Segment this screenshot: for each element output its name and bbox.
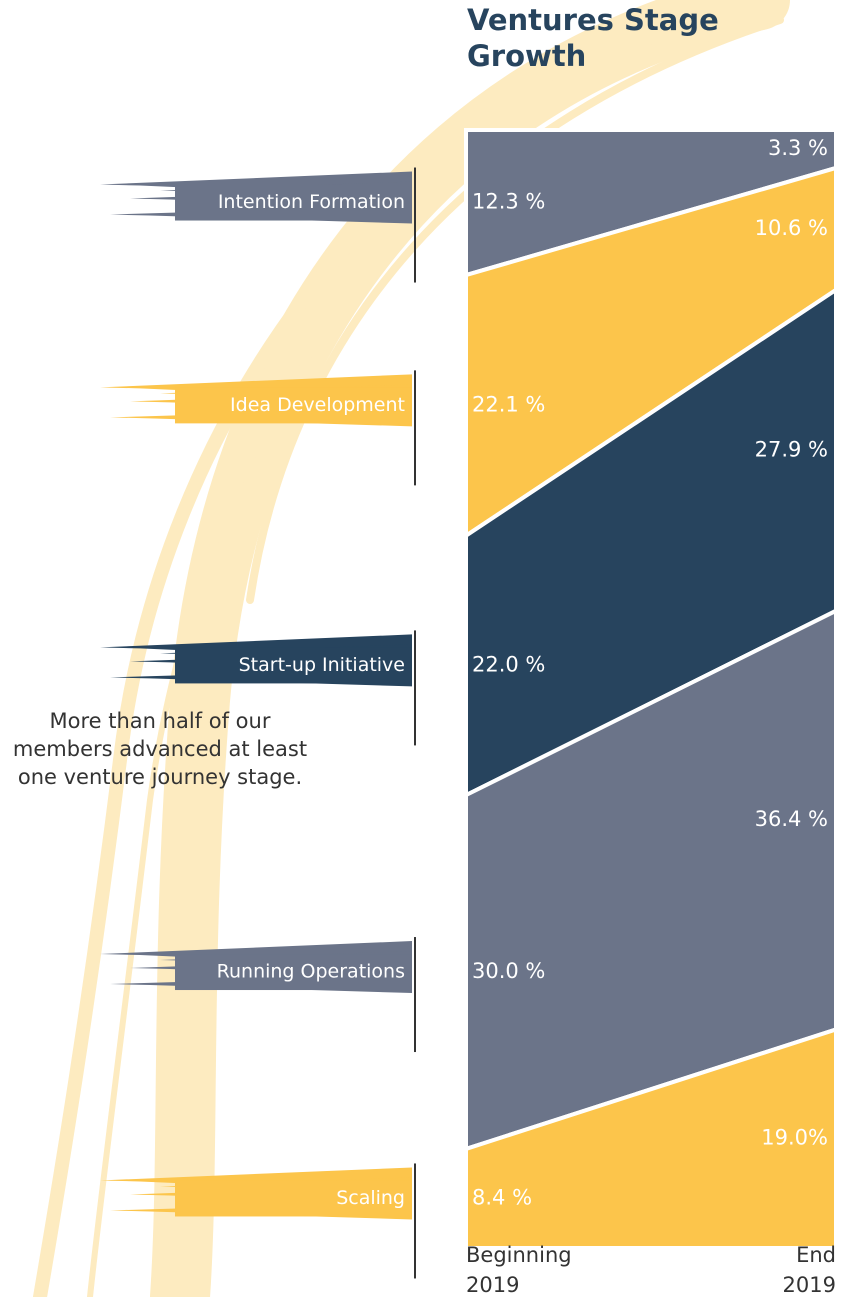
- brush-body: [175, 387, 412, 424]
- area-band: [464, 1026, 838, 1250]
- value-label: 12.3 %: [472, 190, 545, 214]
- annotation: More than half of our members advanced a…: [12, 709, 308, 789]
- arc: [33, 0, 707, 1297]
- value-label: 30.0 %: [472, 959, 545, 983]
- value-label: 19.0%: [761, 1126, 828, 1150]
- value-label: 22.1 %: [472, 392, 545, 416]
- arc: [246, 16, 784, 604]
- x-label: Beginning 2019: [466, 1243, 572, 1297]
- legend-label: Start-up Initiative: [239, 654, 405, 676]
- brush-body: [175, 647, 412, 684]
- value-label: 8.4 %: [472, 1185, 532, 1209]
- value-label: 22.0 %: [472, 652, 545, 676]
- x-label: End 2019: [782, 1243, 836, 1297]
- value-label: 36.4 %: [755, 807, 828, 831]
- legend-label: Idea Development: [230, 394, 405, 416]
- brush-body: [175, 1180, 412, 1217]
- title: Ventures Stage Growth: [467, 3, 719, 73]
- value-label: 10.6 %: [755, 216, 828, 240]
- legend-label: Scaling: [336, 1187, 405, 1209]
- legend-label: Running Operations: [217, 961, 405, 983]
- brush-body: [175, 184, 412, 221]
- arc: [150, 0, 790, 1297]
- legend-label: Intention Formation: [218, 191, 405, 213]
- value-label: 3.3 %: [768, 136, 828, 160]
- brush-body: [175, 954, 412, 991]
- value-label: 27.9 %: [755, 437, 828, 461]
